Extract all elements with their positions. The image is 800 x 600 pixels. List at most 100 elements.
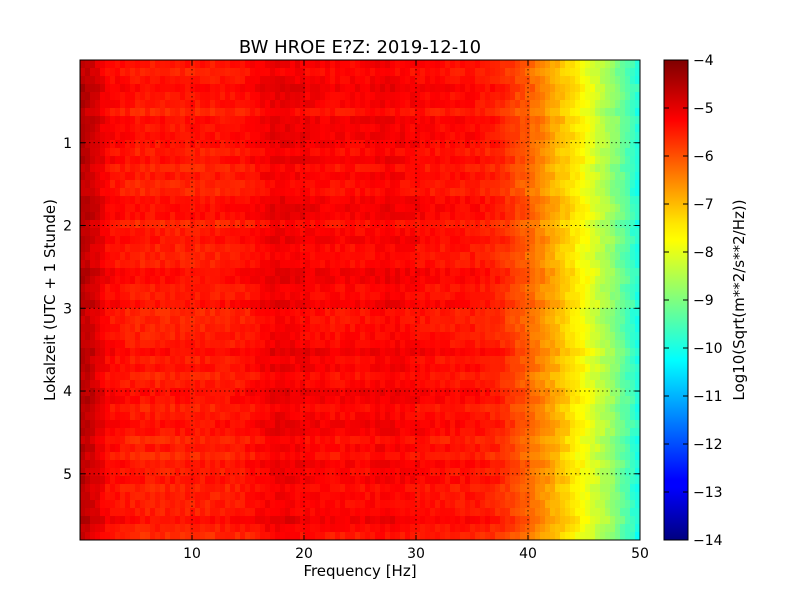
heatmap-cell — [615, 228, 621, 237]
heatmap-cell — [345, 228, 351, 237]
heatmap-cell — [195, 108, 201, 117]
heatmap-cell — [155, 132, 161, 141]
heatmap-cell — [300, 324, 306, 333]
heatmap-cell — [560, 220, 566, 229]
heatmap-cell — [455, 100, 461, 109]
heatmap-cell — [480, 92, 486, 101]
heatmap-cell — [475, 172, 481, 181]
heatmap-cell — [180, 268, 186, 277]
heatmap-cell — [95, 388, 101, 397]
heatmap-cell — [335, 68, 341, 77]
heatmap-cell — [170, 180, 176, 189]
heatmap-cell — [195, 412, 201, 421]
heatmap-cell — [135, 340, 141, 349]
heatmap-cell — [310, 372, 316, 381]
heatmap-cell — [350, 108, 356, 117]
heatmap-cell — [250, 388, 256, 397]
heatmap-cell — [620, 228, 626, 237]
heatmap-cell — [205, 188, 211, 197]
heatmap-cell — [595, 148, 601, 157]
heatmap-cell — [425, 300, 431, 309]
heatmap-cell — [475, 348, 481, 357]
heatmap-cell — [205, 340, 211, 349]
heatmap-cell — [130, 412, 136, 421]
heatmap-cell — [590, 268, 596, 277]
heatmap-cell — [450, 284, 456, 293]
heatmap-cell — [490, 116, 496, 125]
heatmap-cell — [170, 196, 176, 205]
heatmap-cell — [395, 84, 401, 93]
heatmap-cell — [260, 268, 266, 277]
heatmap-cell — [145, 212, 151, 221]
heatmap-cell — [130, 100, 136, 109]
heatmap-cell — [165, 220, 171, 229]
heatmap-cell — [415, 100, 421, 109]
heatmap-cell — [380, 156, 386, 165]
heatmap-cell — [100, 380, 106, 389]
heatmap-cell — [470, 396, 476, 405]
heatmap-cell — [225, 300, 231, 309]
heatmap-cell — [155, 308, 161, 317]
heatmap-cell — [340, 388, 346, 397]
heatmap-cell — [515, 380, 521, 389]
heatmap-cell — [515, 260, 521, 269]
heatmap-cell — [115, 140, 121, 149]
heatmap-cell — [550, 380, 556, 389]
heatmap-cell — [580, 404, 586, 413]
heatmap-cell — [135, 68, 141, 77]
heatmap-cell — [385, 260, 391, 269]
heatmap-cell — [255, 220, 261, 229]
heatmap-cell — [535, 188, 541, 197]
heatmap-cell — [445, 100, 451, 109]
heatmap-cell — [280, 132, 286, 141]
heatmap-cell — [355, 76, 361, 85]
heatmap-cell — [550, 212, 556, 221]
heatmap-cell — [235, 108, 241, 117]
heatmap-cell — [385, 292, 391, 301]
heatmap-cell — [390, 84, 396, 93]
heatmap-cell — [300, 204, 306, 213]
heatmap-cell — [565, 140, 571, 149]
heatmap-cell — [370, 372, 376, 381]
heatmap-cell — [415, 324, 421, 333]
heatmap-cell — [80, 236, 86, 245]
heatmap-cell — [525, 172, 531, 181]
heatmap-cell — [245, 324, 251, 333]
heatmap-cell — [180, 364, 186, 373]
heatmap-cell — [380, 164, 386, 173]
heatmap-cell — [105, 76, 111, 85]
heatmap-cell — [85, 108, 91, 117]
heatmap-cell — [110, 340, 116, 349]
heatmap-cell — [235, 60, 241, 69]
heatmap-cell — [555, 276, 561, 285]
heatmap-cell — [100, 324, 106, 333]
heatmap-cell — [405, 220, 411, 229]
heatmap-cell — [225, 324, 231, 333]
heatmap-cell — [630, 396, 636, 405]
heatmap-cell — [560, 108, 566, 117]
heatmap-cell — [240, 156, 246, 165]
heatmap-cell — [390, 396, 396, 405]
heatmap-cell — [525, 388, 531, 397]
heatmap-cell — [155, 84, 161, 93]
heatmap-cell — [235, 140, 241, 149]
heatmap-cell — [590, 380, 596, 389]
heatmap-cell — [215, 292, 221, 301]
heatmap-cell — [490, 156, 496, 165]
heatmap-cell — [295, 308, 301, 317]
heatmap-cell — [550, 332, 556, 341]
heatmap-cell — [260, 276, 266, 285]
heatmap-cell — [175, 212, 181, 221]
heatmap-cell — [225, 60, 231, 69]
heatmap-cell — [140, 100, 146, 109]
heatmap-cell — [285, 84, 291, 93]
heatmap-cell — [335, 156, 341, 165]
heatmap-cell — [430, 100, 436, 109]
heatmap-cell — [115, 372, 121, 381]
heatmap-cell — [95, 316, 101, 325]
heatmap-cell — [155, 324, 161, 333]
heatmap-cell — [210, 348, 216, 357]
heatmap-cell — [170, 244, 176, 253]
heatmap-cell — [610, 140, 616, 149]
heatmap-cell — [500, 284, 506, 293]
